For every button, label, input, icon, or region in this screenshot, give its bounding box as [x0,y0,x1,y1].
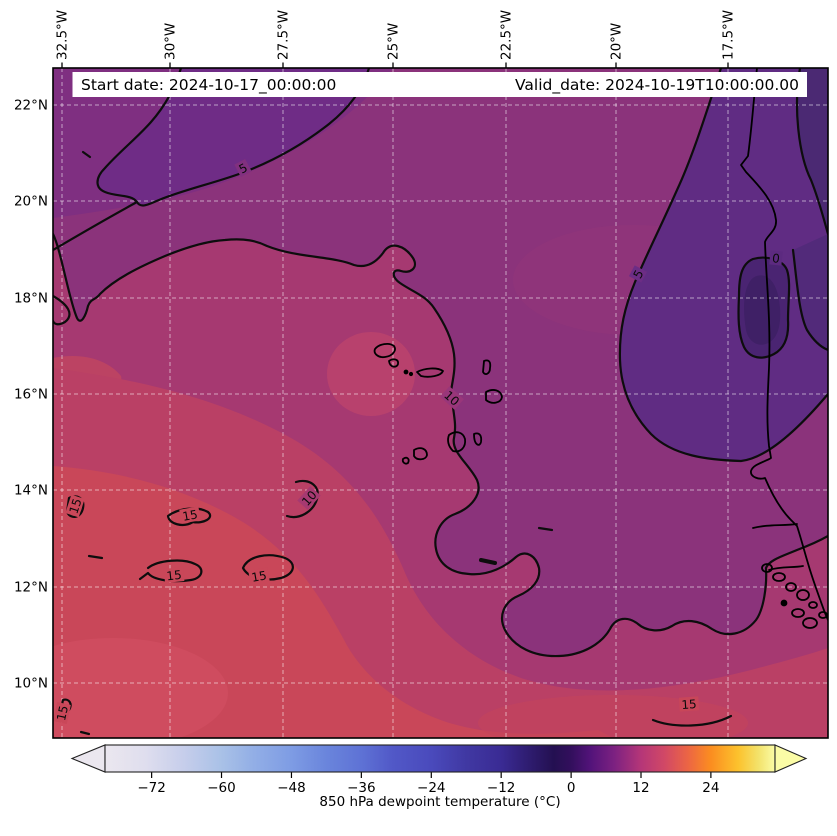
gridlines [53,68,828,738]
x-tick-label: 17.5°W [721,10,737,60]
x-tick-label: 22.5°W [499,10,515,60]
colorbar-tick-label: −60 [207,780,236,796]
contour-0-ne [791,248,828,352]
contour-label-text: 15 [54,704,71,722]
colorbar-tick-label: −36 [347,780,376,796]
contour-dash [479,558,497,565]
contour-label-text: 15 [250,568,267,584]
contour-segment [53,294,71,326]
contour-label: 15 [678,696,700,712]
contour-label-bg [297,486,321,510]
start-date-text: Start date: 2024-10-17_00:00:00 [81,76,336,95]
coastlines [373,68,828,629]
contour-label: 15 [53,702,71,724]
contour-label-bg [53,702,71,724]
contour-0-corner [795,68,828,236]
contour-label: 15 [179,506,201,524]
colorbar-tick-label: −12 [487,780,516,796]
valid-date-text: Valid_date: 2024-10-19T10:00:00.00 [515,76,799,95]
colorbar-tick-label: 24 [702,780,719,796]
colorbar-tick-label: −24 [417,780,446,796]
africa-coastline [740,68,828,621]
contour-dash [79,730,91,736]
colorbar-tick-label: −72 [137,780,166,796]
dewpoint-fill-field [53,68,828,738]
colorbar-tick-label: −48 [277,780,306,796]
y-tick-label: 16°N [14,387,48,403]
gambia-river [752,523,798,529]
contour-15-arc [651,714,733,727]
title-bar: Start date: 2024-10-17_00:00:00 Valid_da… [72,72,807,97]
colorbar: −72 −60 −48 −36 −24 −12 0 12 24 850 hPa dewpoint… [70,744,808,810]
contour-dash [87,554,104,560]
contour-label-bg [234,158,252,178]
contour-label: 0 [769,250,783,266]
colorbar-gradient-bar [104,744,776,773]
contour-label: 15 [163,567,185,584]
contour-label-bg [179,506,201,524]
contour-label-bg [769,250,783,266]
contour-label-bg [678,696,700,712]
bijagos-islands [761,563,828,629]
contour-label: 5 [628,265,648,283]
contour-10 [53,232,828,658]
y-tick-label: 12°N [14,580,48,596]
colorbar-tick-label: 0 [567,780,576,796]
y-tick-label: 10°N [14,676,48,692]
contour-label-bg [628,265,648,283]
x-tick-label: 27.5°W [276,10,292,60]
y-tick-label: 18°N [14,291,48,307]
contour-label: 15 [65,494,85,518]
axis-labels: 32.5°W 30°W 27.5°W 25°W 22.5°W 20°W 17.5°W 22°N… [14,10,737,692]
colorbar-ticks: −72 −60 −48 −36 −24 −12 0 12 24 [137,772,719,796]
contour-label: 5 [234,158,252,178]
x-tick-label: 30°W [163,23,179,60]
x-tick-label: 32.5°W [55,10,71,60]
colorbar-label: 850 hPa dewpoint temperature (°C) [319,794,560,810]
colorbar-left-arrow [70,744,106,773]
contour-label-bg [440,386,464,410]
y-tick-label: 20°N [14,194,48,210]
contour-label-text: 15 [166,568,183,584]
contour-label: 15 [248,567,270,585]
cape-verde-islands [373,342,503,465]
contour-label-bg [163,567,185,583]
contour-dash [537,526,554,532]
contour-label-text: 15 [681,697,697,712]
contour-label-text: 15 [67,497,85,516]
contour-label-text: 0 [771,251,780,266]
contour-0 [737,256,791,359]
contour-label-bg [248,567,270,585]
contour-5-upper-tail [53,200,139,252]
title-bar-background [72,72,807,97]
x-tick-label: 25°W [386,23,402,60]
contour-15-pocket [138,559,203,583]
map-border [52,67,829,739]
colorbar-right-arrow [774,744,808,773]
y-tick-label: 14°N [14,483,48,499]
small-mark [81,150,92,159]
colorbar-tick-label: 12 [632,780,649,796]
contour-5-right [618,68,828,463]
contour-5-upper [96,68,371,207]
contour-label-text: 15 [181,507,198,523]
contour-label-bg [65,494,85,518]
x-tick-label: 20°W [609,23,625,60]
y-tick-label: 22°N [14,98,48,114]
